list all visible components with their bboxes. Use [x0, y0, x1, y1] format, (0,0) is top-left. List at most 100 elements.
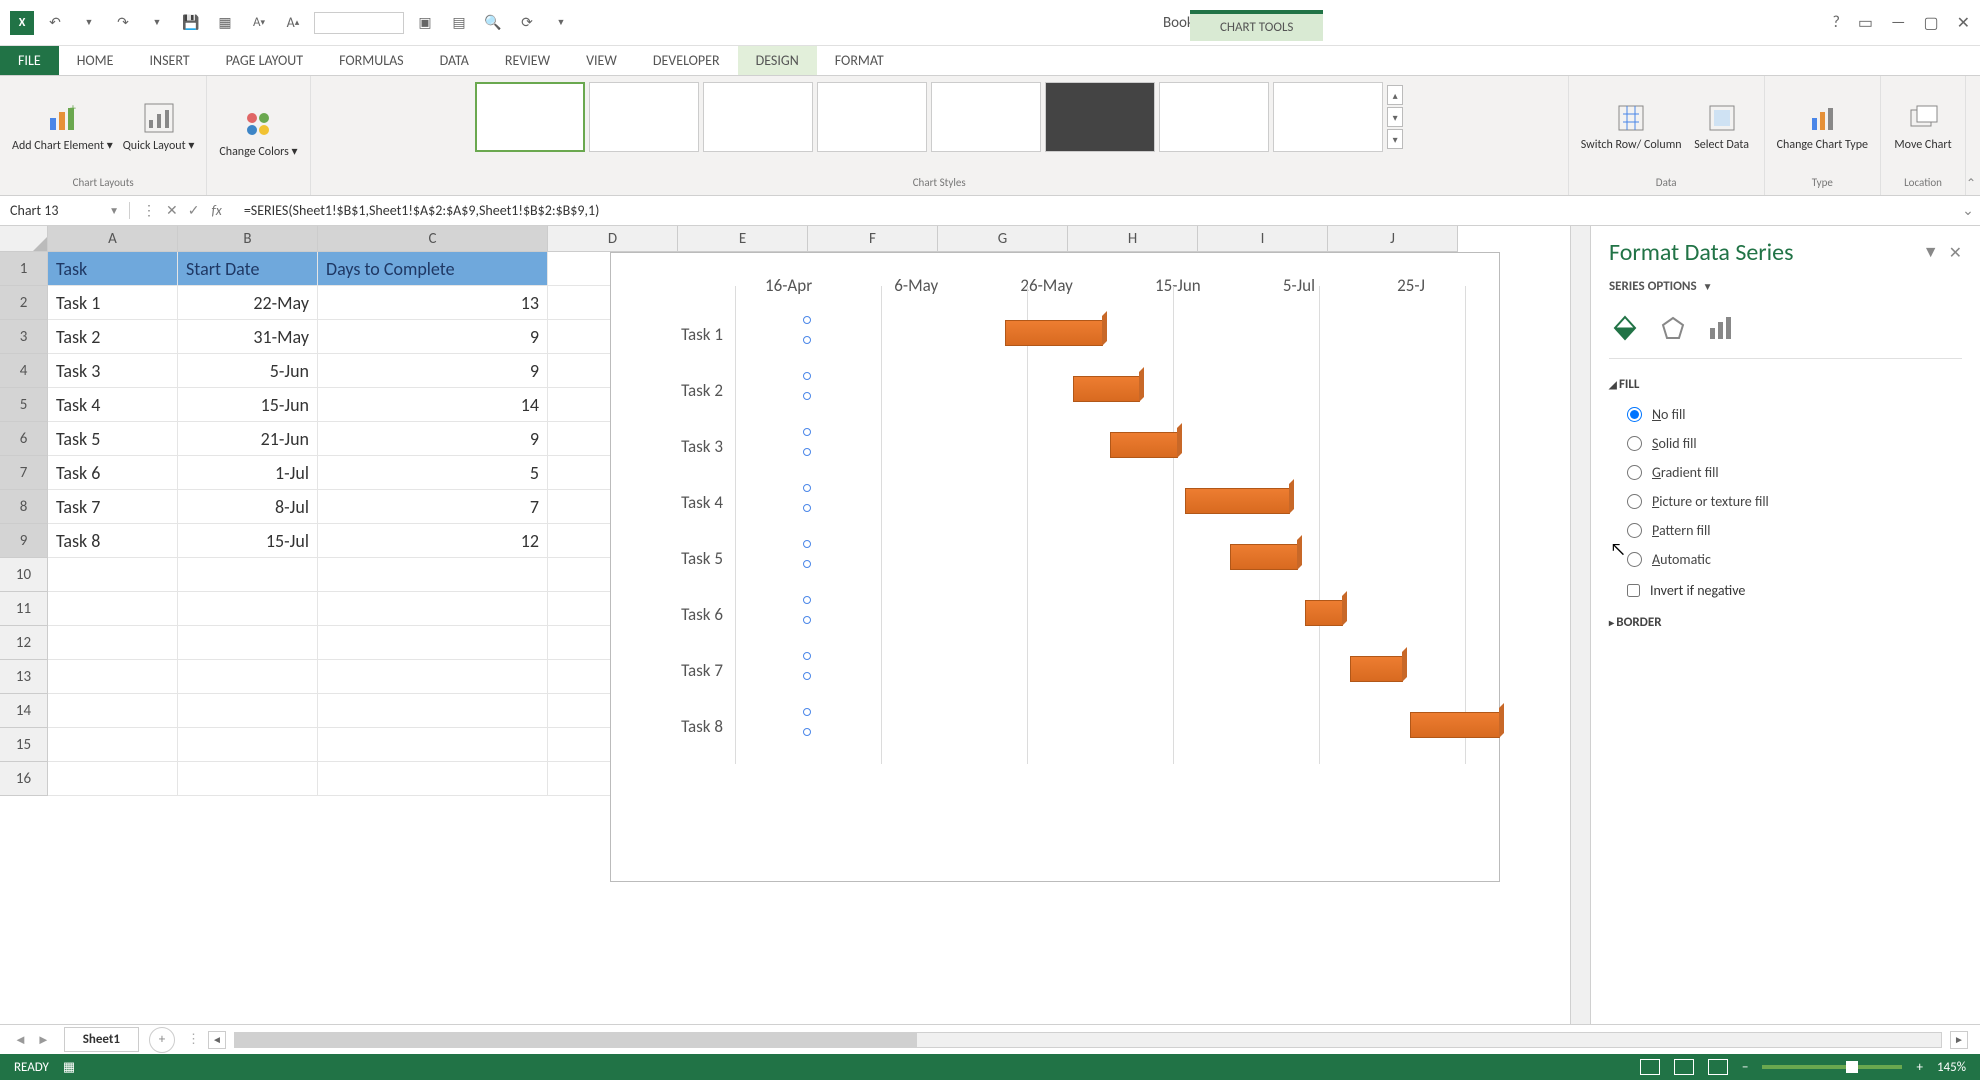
tab-format[interactable]: FORMAT: [817, 46, 902, 75]
cell[interactable]: [48, 728, 178, 762]
vertical-scrollbar[interactable]: [1570, 226, 1590, 1024]
row-header[interactable]: 6: [0, 422, 48, 456]
cell[interactable]: Task 1: [48, 286, 178, 320]
minimize-icon[interactable]: —: [1891, 13, 1905, 33]
normal-view-icon[interactable]: [1640, 1059, 1660, 1075]
select-all-corner[interactable]: [0, 226, 48, 252]
row-header[interactable]: 10: [0, 558, 48, 592]
gantt-bar[interactable]: [1230, 544, 1298, 570]
row-header[interactable]: 14: [0, 694, 48, 728]
save-icon[interactable]: 💾: [178, 10, 204, 36]
gantt-bar[interactable]: [1410, 712, 1500, 738]
series-selection-handle[interactable]: [803, 484, 811, 492]
chart-style-thumb[interactable]: [703, 82, 813, 152]
cell[interactable]: 12: [318, 524, 548, 558]
embedded-chart[interactable]: 16-Apr6-May26-May15-Jun5-Jul25-J Task 1T…: [610, 252, 1500, 882]
column-header[interactable]: I: [1198, 226, 1328, 252]
hscroll-right-icon[interactable]: ►: [1950, 1031, 1968, 1049]
column-header[interactable]: E: [678, 226, 808, 252]
fill-option[interactable]: Solid fill: [1627, 435, 1962, 452]
chart-style-thumb[interactable]: [1045, 82, 1155, 152]
cell[interactable]: [48, 762, 178, 796]
chart-style-thumb[interactable]: [1159, 82, 1269, 152]
row-header[interactable]: 1: [0, 252, 48, 286]
gantt-bar[interactable]: [1305, 600, 1343, 626]
cell[interactable]: 7: [318, 490, 548, 524]
enter-formula-icon[interactable]: ✓: [188, 202, 200, 219]
series-selection-handle[interactable]: [803, 672, 811, 680]
column-header[interactable]: H: [1068, 226, 1198, 252]
undo-icon[interactable]: ↶: [42, 10, 68, 36]
cell[interactable]: [48, 694, 178, 728]
fill-radio-input[interactable]: [1627, 494, 1642, 509]
cell[interactable]: Task 2: [48, 320, 178, 354]
move-chart-button[interactable]: Move Chart: [1893, 102, 1953, 152]
cell[interactable]: [318, 592, 548, 626]
page-layout-view-icon[interactable]: [1674, 1059, 1694, 1075]
fill-option[interactable]: Picture or texture fill: [1627, 493, 1962, 510]
quick-layout-button[interactable]: Quick Layout ▾: [123, 102, 195, 153]
gantt-bar[interactable]: [1005, 320, 1103, 346]
cell[interactable]: [318, 762, 548, 796]
column-header[interactable]: G: [938, 226, 1068, 252]
cell[interactable]: Task 8: [48, 524, 178, 558]
chart-style-thumb[interactable]: [931, 82, 1041, 152]
fill-line-icon[interactable]: [1609, 312, 1641, 344]
sheet-tab-active[interactable]: Sheet1: [64, 1027, 139, 1052]
tab-design[interactable]: DESIGN: [738, 46, 817, 75]
zoom-in-icon[interactable]: +: [1916, 1060, 1922, 1075]
cell[interactable]: [178, 558, 318, 592]
cell[interactable]: Task 7: [48, 490, 178, 524]
fill-option[interactable]: Pattern fill: [1627, 522, 1962, 539]
formula-expand-icon[interactable]: ⌄: [1956, 202, 1980, 219]
column-header[interactable]: J: [1328, 226, 1458, 252]
cell[interactable]: [48, 592, 178, 626]
series-selection-handle[interactable]: [803, 504, 811, 512]
hscroll-left-icon[interactable]: ◄: [208, 1031, 226, 1049]
fill-radio-input[interactable]: [1627, 552, 1642, 567]
fill-section-header[interactable]: ◢ FILL: [1609, 369, 1962, 400]
qat-icon-3[interactable]: 🔍: [480, 10, 506, 36]
help-icon[interactable]: ?: [1832, 13, 1839, 33]
fill-radio-input[interactable]: [1627, 436, 1642, 451]
redo-icon[interactable]: ↷: [110, 10, 136, 36]
gantt-bar[interactable]: [1110, 432, 1178, 458]
macro-record-icon[interactable]: ▦: [63, 1060, 75, 1075]
cell[interactable]: Days to Complete: [318, 252, 548, 286]
styles-more-icon[interactable]: ▾: [1387, 129, 1403, 149]
cell[interactable]: [48, 626, 178, 660]
change-chart-type-button[interactable]: Change Chart Type: [1777, 102, 1868, 152]
cell[interactable]: [318, 660, 548, 694]
zoom-level[interactable]: 145%: [1937, 1060, 1966, 1075]
cell[interactable]: Task 4: [48, 388, 178, 422]
horizontal-scrollbar[interactable]: [234, 1032, 1942, 1048]
series-selection-handle[interactable]: [803, 428, 811, 436]
tab-file[interactable]: FILE: [0, 46, 59, 75]
font-increase-icon[interactable]: A▴: [280, 10, 306, 36]
cell[interactable]: Start Date: [178, 252, 318, 286]
zoom-slider[interactable]: [1762, 1065, 1902, 1069]
change-colors-button[interactable]: Change Colors ▾: [219, 108, 297, 159]
cell[interactable]: Task 5: [48, 422, 178, 456]
tab-page-layout[interactable]: PAGE LAYOUT: [208, 46, 321, 75]
cell[interactable]: [48, 660, 178, 694]
tab-insert[interactable]: INSERT: [132, 46, 208, 75]
styles-scroll-down-icon[interactable]: ▾: [1387, 107, 1403, 127]
fill-radio-input[interactable]: [1627, 407, 1642, 422]
fill-option[interactable]: No fill: [1627, 406, 1962, 423]
cell[interactable]: 13: [318, 286, 548, 320]
row-header[interactable]: 11: [0, 592, 48, 626]
fill-radio-input[interactable]: [1627, 465, 1642, 480]
cell[interactable]: 9: [318, 422, 548, 456]
cell[interactable]: 15-Jul: [178, 524, 318, 558]
cell[interactable]: 5: [318, 456, 548, 490]
styles-scroll-up-icon[interactable]: ▴: [1387, 85, 1403, 105]
fill-option[interactable]: Gradient fill: [1627, 464, 1962, 481]
cell[interactable]: [178, 626, 318, 660]
zoom-out-icon[interactable]: −: [1742, 1060, 1748, 1075]
column-header[interactable]: A: [48, 226, 178, 252]
maximize-icon[interactable]: ▢: [1923, 13, 1938, 33]
cell[interactable]: [178, 728, 318, 762]
cell[interactable]: 22-May: [178, 286, 318, 320]
cell[interactable]: 15-Jun: [178, 388, 318, 422]
